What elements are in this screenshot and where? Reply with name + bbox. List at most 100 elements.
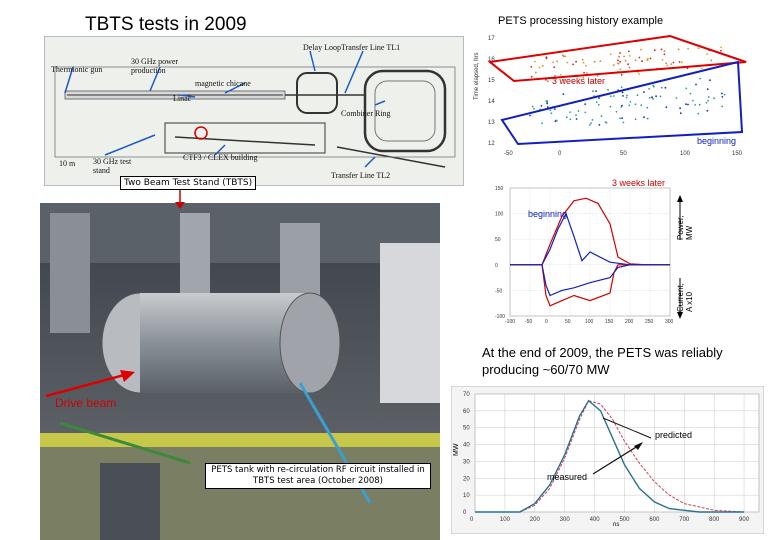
- scatter-point: [550, 112, 553, 115]
- scatter-point: [648, 88, 650, 90]
- label-transfer-line-tl2: Transfer Line TL2: [331, 171, 391, 180]
- mw-chart: 0 10 20 30 40 50 60 70 0 100 200 300 400 500 600 700 80…: [450, 385, 765, 535]
- label-linac: Linac: [173, 94, 192, 103]
- scatter-point: [721, 92, 723, 95]
- pc-x-tick: 250: [645, 319, 654, 325]
- scatter-point: [685, 103, 687, 106]
- scatter-point: [643, 116, 645, 119]
- scatter-point: [622, 121, 625, 124]
- scatter-point: [533, 107, 535, 110]
- scatter-point: [553, 66, 556, 69]
- scatter-point: [678, 61, 681, 63]
- scatter-point: [619, 117, 621, 120]
- scatter-point: [564, 55, 567, 58]
- label-test-stand: 30 GHz test stand: [93, 157, 132, 175]
- scatter-point: [641, 60, 643, 63]
- scatter-point: [617, 59, 619, 62]
- scatter-point: [615, 110, 618, 113]
- pc-x-tick: 150: [605, 319, 614, 325]
- scatter-point: [621, 91, 624, 94]
- power-axis-label: Power, MW: [676, 215, 694, 240]
- scatter-point: [665, 106, 668, 108]
- scatter-point: [597, 103, 600, 106]
- scatter-point: [659, 95, 662, 98]
- photo-caption-text: PETS tank with re-circulation RF circuit…: [211, 465, 425, 486]
- scatter-point: [604, 121, 607, 123]
- scatter-point: [572, 63, 574, 66]
- scatter-point: [709, 79, 711, 82]
- slide-title: TBTS tests in 2009: [85, 14, 247, 35]
- measured-label: measured: [547, 472, 588, 482]
- scatter-point: [694, 104, 697, 106]
- scatter-point: [619, 60, 621, 63]
- scatter-point: [609, 53, 612, 56]
- scatter-point: [720, 49, 722, 52]
- scatter-point: [566, 61, 569, 64]
- scatter-point: [706, 53, 709, 56]
- layout-drawing: [45, 37, 463, 185]
- pc-series-power-beginning: [510, 212, 670, 266]
- scatter-x-tick: 100: [680, 151, 691, 157]
- scatter-point: [545, 57, 548, 60]
- scatter-point: [541, 122, 543, 125]
- scatter-point: [651, 96, 653, 99]
- scatter-point: [670, 63, 673, 65]
- scatter-point: [640, 48, 642, 51]
- scatter-point: [556, 60, 559, 63]
- scatter-point: [535, 71, 537, 74]
- scatter-point: [582, 76, 585, 79]
- scatter-point: [706, 88, 709, 90]
- mw-x-tick: 700: [679, 517, 690, 523]
- scatter-point: [562, 54, 564, 57]
- scatter-point: [672, 61, 675, 64]
- drive-beam-arrow: [45, 370, 135, 398]
- scatter-point: [575, 60, 577, 63]
- scatter-point: [634, 118, 637, 121]
- scatter-x-ticks: -50 0 50 100 150: [504, 151, 743, 157]
- scatter-point: [592, 90, 594, 93]
- pc-x-tick: 300: [665, 319, 674, 325]
- scatter-point: [643, 91, 645, 93]
- pc-x-tick: 100: [585, 319, 594, 325]
- scatter-point: [699, 77, 702, 80]
- mw-y-tick: 30: [463, 459, 470, 465]
- scatter-point: [638, 73, 640, 75]
- scatter-point: [595, 101, 598, 103]
- scatter-point: [582, 61, 585, 64]
- scatter-point: [689, 92, 692, 95]
- scatter-point: [686, 67, 689, 70]
- pets-history-plot: 17 16 15 14 13 12 Time elapsed, hrs -50 0 50 …: [470, 28, 760, 168]
- mw-series-measured: [475, 399, 745, 513]
- power-current-plot: -100 -50 0 50 100 150 -100 -50 0 50 100 150 200 250 3…: [490, 178, 710, 328]
- mw-series: [475, 399, 745, 513]
- label-transfer-line-tl1: Transfer Line TL1: [341, 43, 401, 52]
- mw-x-tick: 200: [530, 517, 541, 523]
- tbts-arrow: [175, 190, 185, 209]
- scatter-point: [584, 111, 587, 114]
- scatter-point: [530, 75, 533, 78]
- scatter-point: [628, 55, 631, 57]
- scatter-y-ticks: 17 16 15 14 13 12: [488, 36, 495, 147]
- scatter-point: [621, 117, 623, 119]
- predicted-pointer: [602, 417, 652, 439]
- scatter-x-tick: 50: [620, 151, 627, 157]
- scatter-point: [609, 105, 612, 108]
- scatter-y-tick: 12: [488, 141, 495, 147]
- scatter-point: [628, 66, 631, 69]
- pc-series: [510, 197, 670, 307]
- scatter-point: [692, 99, 694, 102]
- scatter-point: [610, 95, 612, 98]
- scatter-point: [546, 102, 549, 105]
- scatter-point: [588, 124, 591, 126]
- scatter-point: [623, 55, 625, 58]
- mw-y-ticks: 0 10 20 30 40 50 60 70: [463, 392, 470, 516]
- scatter-point: [627, 50, 630, 53]
- label-30ghz-power: 30 GHz power production: [131, 57, 179, 75]
- scatter-point: [545, 100, 548, 103]
- scatter-point: [600, 115, 603, 117]
- scatter-point: [569, 118, 572, 121]
- pc-series-current-3-weeks-later: [510, 264, 670, 307]
- scatter-point: [575, 114, 577, 116]
- label-ctf3-clex: CTF3 / CLEX building: [183, 153, 258, 162]
- mw-y-tick: 70: [463, 392, 470, 398]
